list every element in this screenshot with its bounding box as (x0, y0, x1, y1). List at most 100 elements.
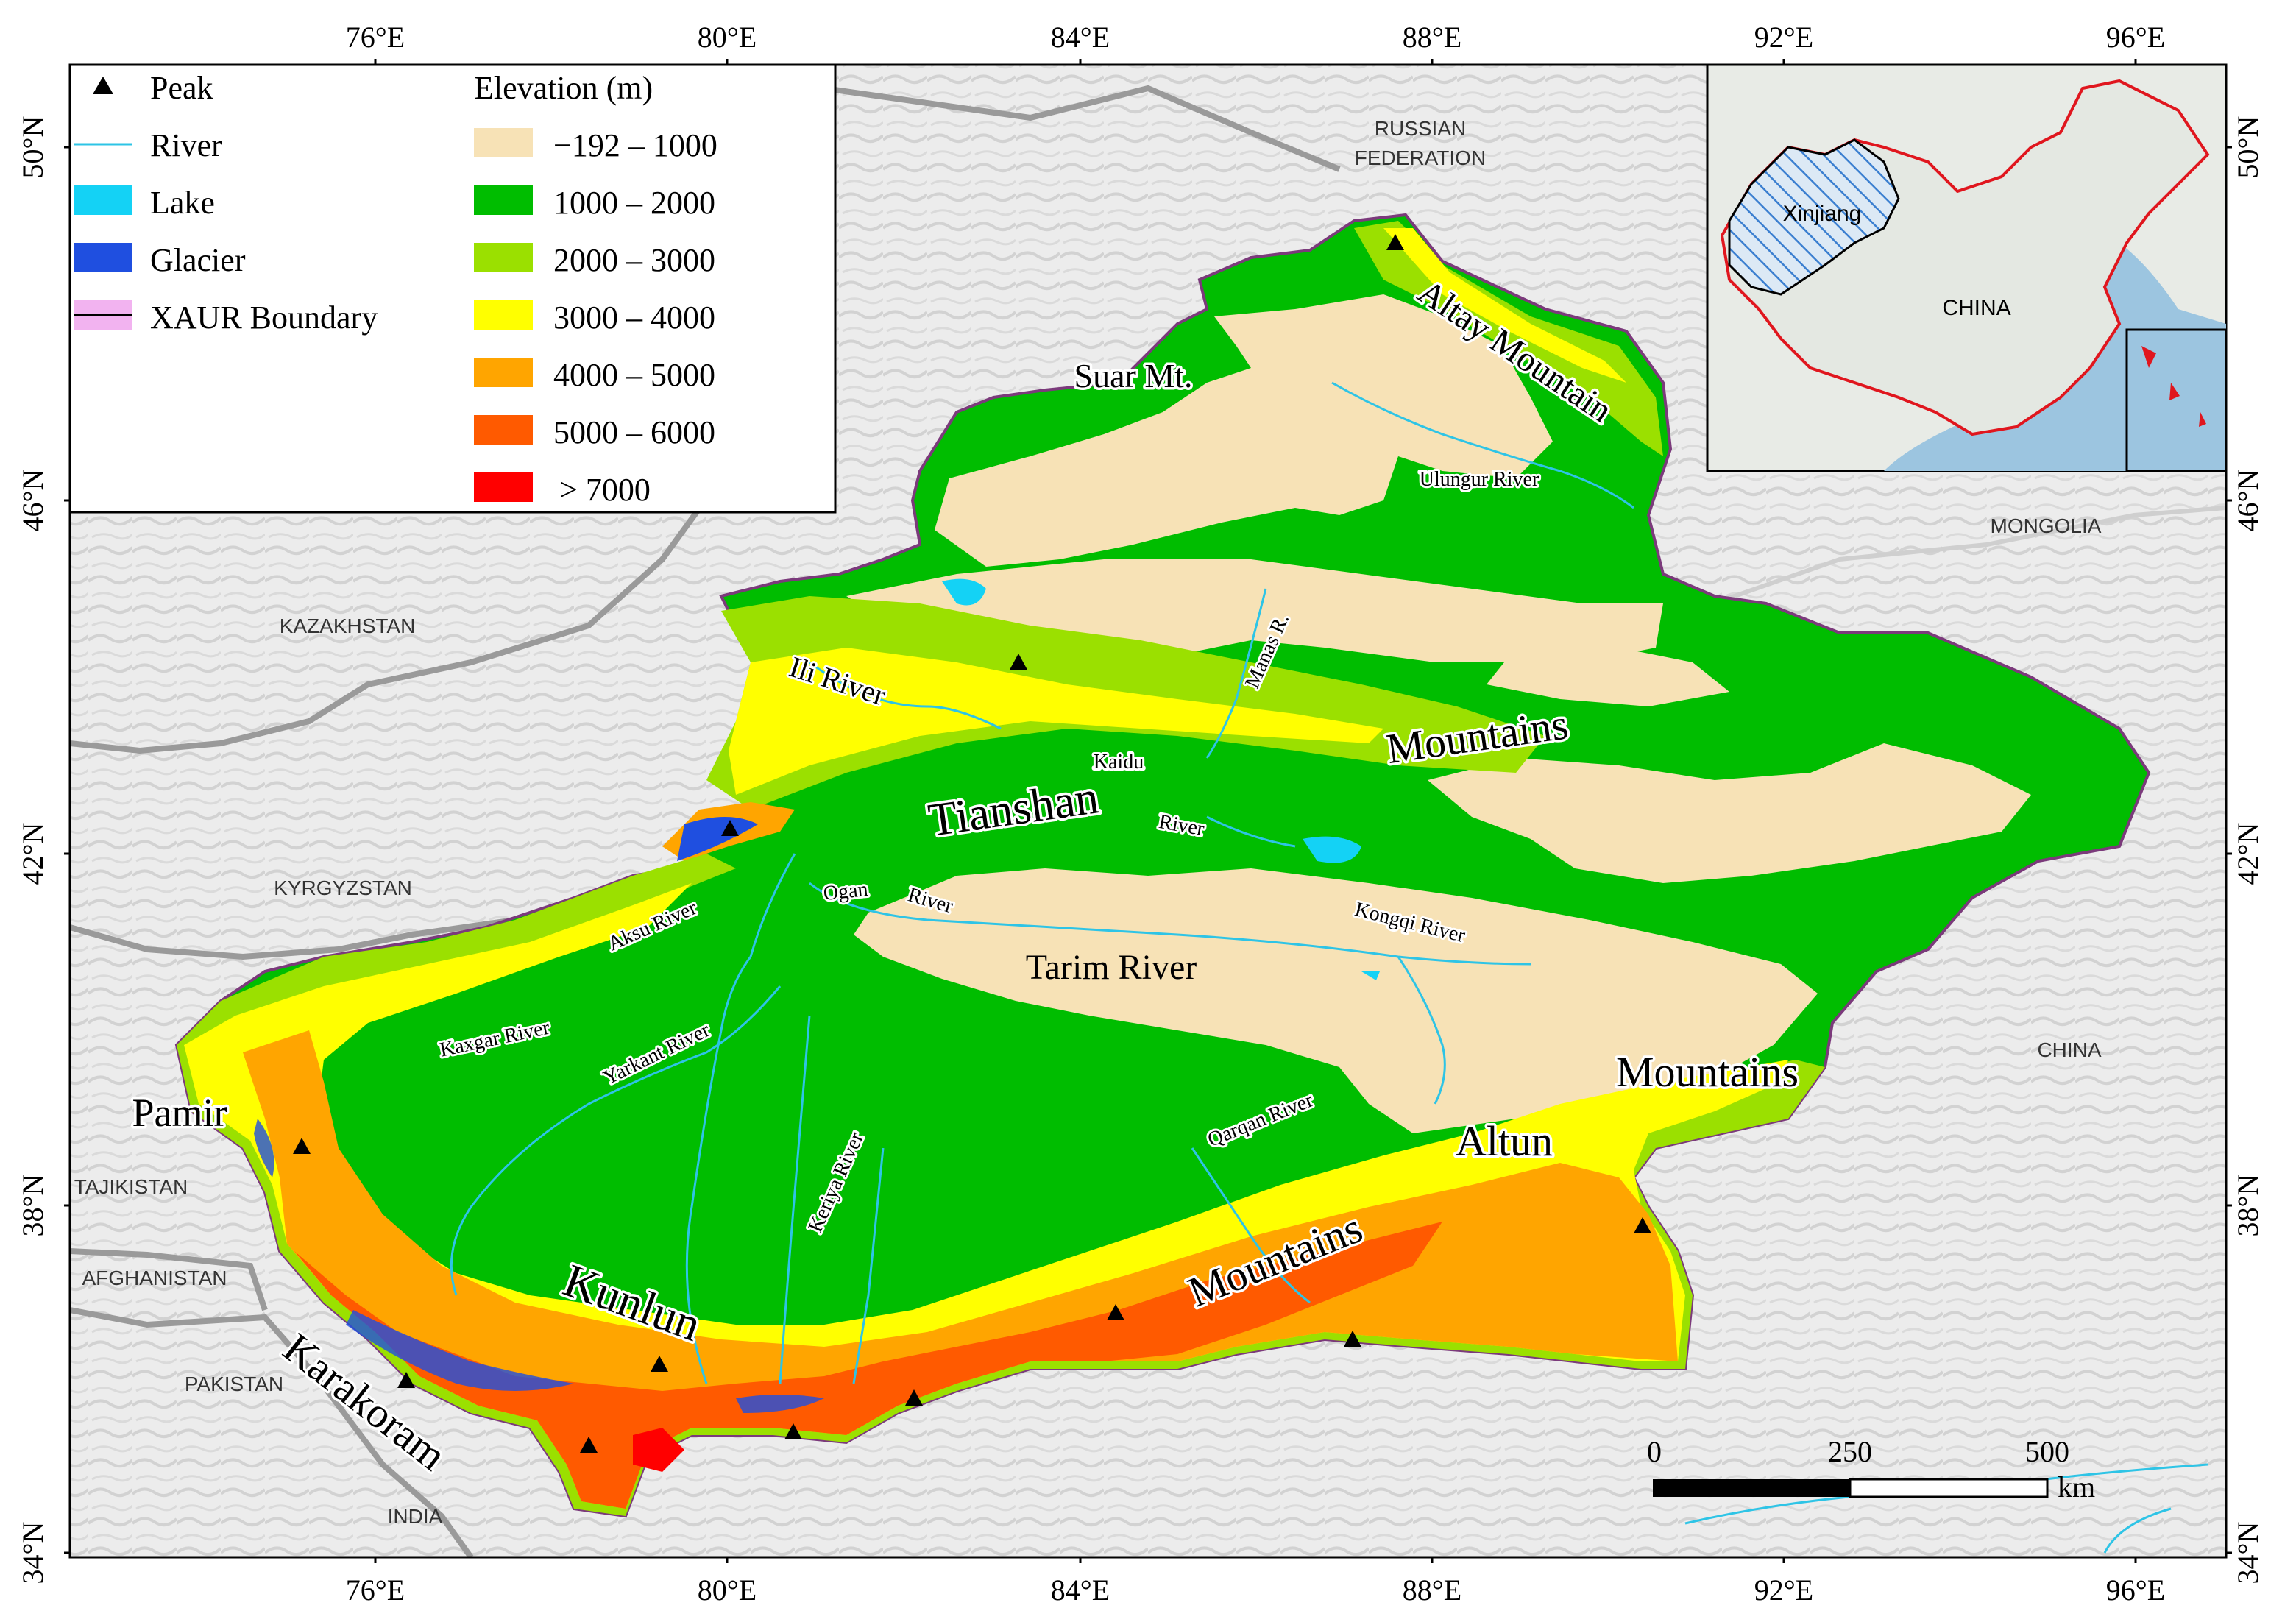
scale-label-500: 500 (2025, 1435, 2069, 1468)
elev-label-6: 5000 – 6000 (553, 414, 715, 450)
legend-boundary-label: XAUR Boundary (150, 300, 378, 336)
label-tarim: Tarim River (1026, 948, 1197, 987)
glacier-swatch (74, 243, 132, 272)
tick-46N-right: 46°N (2231, 470, 2264, 532)
tick-92E-bottom: 92°E (1754, 1573, 1813, 1607)
elev-swatch-3 (474, 243, 533, 272)
label-pakistan: PAKISTAN (185, 1373, 283, 1395)
label-kaidu: Kaidu (1094, 751, 1144, 773)
scale-label-0: 0 (1647, 1435, 1662, 1468)
tick-88E-top: 88°E (1403, 21, 1461, 54)
tick-88E-bottom: 88°E (1403, 1573, 1461, 1607)
label-ulungur: Ulungur River (1420, 468, 1539, 491)
label-altun: Altun (1456, 1117, 1553, 1165)
inset-map: Xinjiang CHINA (1706, 63, 2228, 472)
label-kyrgyzstan: KYRGYZSTAN (274, 876, 412, 899)
tick-50N-right: 50°N (2231, 116, 2264, 179)
y-tick-labels-right: 50°N 46°N 42°N 38°N 34°N (2231, 116, 2264, 1584)
x-tick-labels-bottom: 76°E 80°E 84°E 88°E 92°E 96°E (346, 1573, 2165, 1607)
lake-swatch (74, 185, 132, 215)
scale-bar-white (1849, 1478, 2049, 1498)
label-ogan: Ogan (822, 878, 869, 905)
peak-marker (1107, 1304, 1124, 1320)
tick-76E-bottom: 76°E (346, 1573, 405, 1607)
elev-swatch-1 (474, 128, 533, 157)
peak-marker (1010, 654, 1027, 670)
label-china: CHINA (2037, 1038, 2101, 1061)
scale-bar: 0 250 500 km (1647, 1435, 2095, 1504)
label-russia-2: FEDERATION (1355, 146, 1486, 169)
tick-34N-left: 34°N (16, 1522, 49, 1584)
lake-bosten (1303, 836, 1361, 863)
tick-76E-top: 76°E (346, 21, 405, 54)
peak-marker (397, 1372, 415, 1388)
border-mongolia (1692, 506, 2226, 613)
map-frame (68, 63, 2228, 1559)
legend-glacier-label: Glacier (150, 242, 246, 278)
elev-swatch-7 (474, 472, 533, 502)
tick-96E-top: 96°E (2106, 21, 2165, 54)
elev-swatch-4 (474, 300, 533, 330)
inset-xinjiang (1728, 138, 1900, 296)
elev-swatch-5 (474, 358, 533, 387)
border-pakistan-india (313, 1374, 474, 1557)
legend-box (68, 63, 837, 514)
border-tajikistan (70, 1248, 268, 1311)
peak-marker (784, 1423, 802, 1439)
peak-marker (1386, 234, 1404, 250)
rivers (450, 381, 1634, 1384)
tick-96E-bottom: 96°E (2106, 1573, 2165, 1607)
legend-peak-label: Peak (150, 70, 213, 106)
label-russia: RUSSIAN (1375, 117, 1466, 140)
peak-marker (1344, 1331, 1361, 1347)
label-altun-mountains: Mountains (1616, 1048, 1799, 1096)
scale-unit: km (2058, 1470, 2095, 1504)
elev-label-1: −192 – 1000 (553, 127, 718, 163)
elev-label-2: 1000 – 2000 (553, 185, 715, 221)
elev-label-3: 2000 – 3000 (553, 242, 715, 278)
elev-label-7: > 7000 (559, 472, 651, 508)
scale-label-250: 250 (1828, 1435, 1872, 1468)
peak-marker (651, 1356, 668, 1372)
label-kazakhstan: KAZAKHSTAN (280, 615, 416, 637)
tick-42N-right: 42°N (2231, 823, 2264, 885)
tick-92E-top: 92°E (1754, 21, 1813, 54)
tick-46N-left: 46°N (16, 470, 49, 532)
scale-bar-black (1653, 1479, 1850, 1497)
tick-80E-top: 80°E (698, 21, 757, 54)
tick-80E-bottom: 80°E (698, 1573, 757, 1607)
label-mongolia: MONGOLIA (1991, 514, 2102, 537)
tick-38N-right: 38°N (2231, 1175, 2264, 1237)
tick-84E-top: 84°E (1051, 21, 1110, 54)
legend-river-label: River (150, 127, 222, 163)
legend-lake-label: Lake (150, 185, 215, 221)
x-tick-labels-top: 76°E 80°E 84°E 88°E 92°E 96°E (346, 21, 2165, 54)
inset-islands-box (2125, 328, 2228, 472)
peak-marker (905, 1389, 923, 1406)
tick-34N-right: 34°N (2231, 1522, 2264, 1584)
label-pamir: Pamir (132, 1091, 227, 1135)
tick-50N-left: 50°N (16, 116, 49, 179)
peak-marker (721, 820, 739, 836)
inset-china-label: CHINA (1942, 296, 2010, 320)
peak-marker (580, 1437, 598, 1453)
label-tajikistan: TAJIKISTAN (74, 1175, 188, 1198)
peaks (293, 234, 1651, 1453)
legend-elevation-title: Elevation (m) (474, 70, 653, 106)
inset-xinjiang-label: Xinjiang (1783, 202, 1862, 226)
elev-swatch-2 (474, 185, 533, 215)
legend: Peak River Lake Glacier XAUR Boundary El… (68, 63, 837, 514)
peak-marker (293, 1138, 311, 1154)
elev-swatch-6 (474, 415, 533, 445)
elev-label-5: 4000 – 5000 (553, 357, 715, 393)
label-suar: Suar Mt. (1074, 357, 1193, 394)
elev-label-4: 3000 – 4000 (553, 300, 715, 336)
peak-marker (1634, 1217, 1651, 1233)
y-tick-labels-left: 50°N 46°N 42°N 38°N 34°N (16, 116, 49, 1584)
lake-ulungur (942, 578, 986, 606)
triangle-icon (93, 77, 113, 94)
label-afghanistan: AFGHANISTAN (82, 1267, 227, 1289)
border-afghanistan (70, 1307, 319, 1378)
label-india: INDIA (388, 1505, 443, 1528)
